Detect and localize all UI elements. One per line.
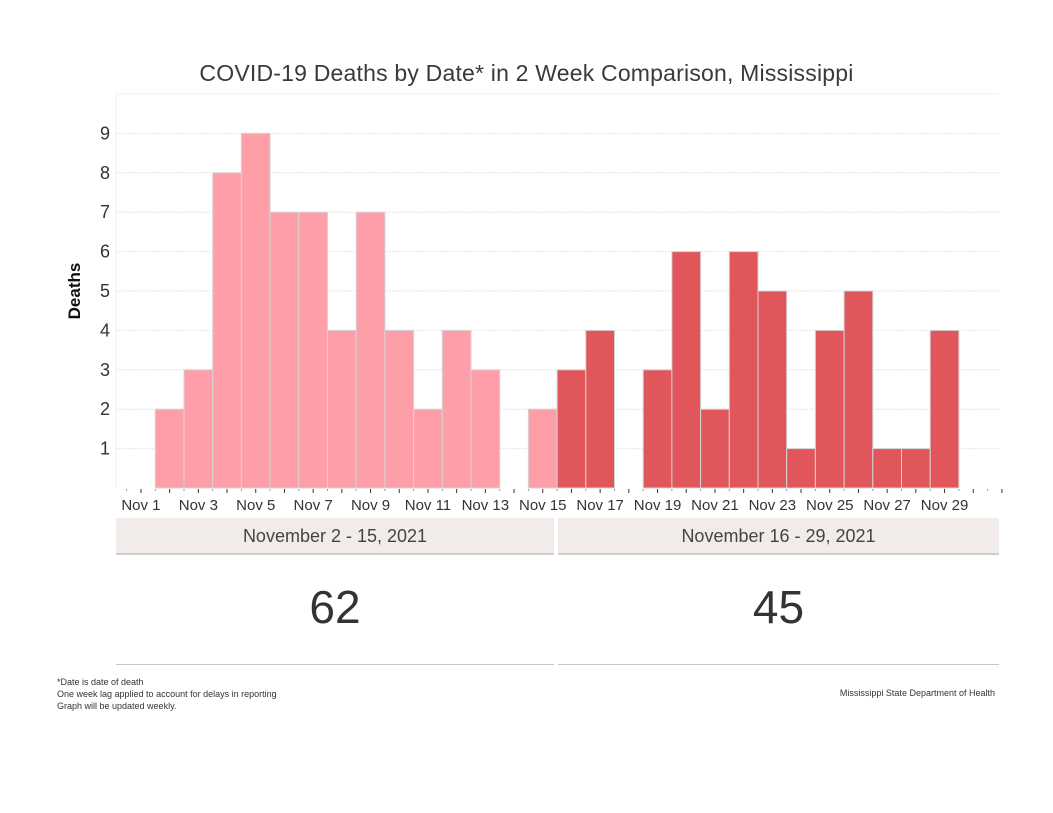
chart-title-text: COVID-19 Deaths by Date* in 2 Week Compa… <box>199 60 854 86</box>
y-tick-label: 8 <box>100 163 110 183</box>
bar-series-1 <box>240 132 271 489</box>
y-tick-label: 7 <box>100 202 110 222</box>
period-header-2: November 16 - 29, 2021 <box>558 518 999 555</box>
bar-series-1 <box>269 211 300 489</box>
bar-series-2 <box>671 251 702 489</box>
bar-series-2 <box>728 251 759 489</box>
source-credit: Mississippi State Department of Health <box>839 688 995 698</box>
bar-series-2 <box>872 448 902 489</box>
bar-series-1 <box>298 211 328 489</box>
x-tick-label: Nov 11 <box>405 497 451 514</box>
bar-series-1 <box>470 369 501 489</box>
divider-2 <box>558 664 999 665</box>
x-tick-label: Nov 27 <box>863 497 911 514</box>
x-tick-label: Nov 29 <box>921 497 969 514</box>
x-tick-label: Nov 23 <box>749 497 797 514</box>
bar-series-1 <box>384 329 415 489</box>
period-header-1: November 2 - 15, 2021 <box>116 518 554 555</box>
y-tick-label: 5 <box>100 281 110 301</box>
bar-series-1 <box>212 172 242 489</box>
y-tick-label: 6 <box>100 242 110 262</box>
bar-series-2 <box>814 329 845 489</box>
x-tick-label: Nov 1 <box>121 497 160 514</box>
footnote-line: *Date is date of death <box>57 677 144 687</box>
y-axis-ticks: 1 2 3 4 5 6 7 8 9 <box>100 123 110 458</box>
x-tick-label: Nov 7 <box>294 497 333 514</box>
bar-series-2 <box>700 408 730 489</box>
x-tick-label: Nov 21 <box>691 497 739 514</box>
x-axis-ticks: Nov 1 Nov 3 Nov 5 Nov 7 Nov 9 Nov 11 Nov 13 Nov… <box>121 489 1003 514</box>
bar-series-2 <box>786 448 816 489</box>
x-tick-label: Nov 9 <box>351 497 390 514</box>
divider-1 <box>116 664 554 665</box>
y-tick-label: 2 <box>100 399 110 419</box>
bar-series-1 <box>327 329 357 489</box>
y-axis-label: Deaths <box>65 263 84 320</box>
bar-series-1 <box>441 329 472 489</box>
x-tick-label: Nov 15 <box>519 497 567 514</box>
bar-series-1 <box>527 408 558 489</box>
bar-series-2 <box>585 329 615 489</box>
x-tick-label: Nov 3 <box>179 497 218 514</box>
period-total-1: 62 <box>309 581 361 633</box>
x-tick-label: Nov 17 <box>576 497 624 514</box>
bar-series-2 <box>556 369 587 489</box>
bar-series-2 <box>901 448 931 489</box>
footnote-line: Graph will be updated weekly. <box>57 701 177 711</box>
footnotes: *Date is date of death One week lag appl… <box>57 676 277 712</box>
x-tick-label: Nov 13 <box>462 497 510 514</box>
bar-series-2 <box>757 290 788 489</box>
bar-series-2 <box>843 290 874 489</box>
x-tick-label: Nov 5 <box>236 497 275 514</box>
bar-series-2 <box>642 369 673 489</box>
y-tick-label: 1 <box>100 439 110 459</box>
period-total-2: 45 <box>752 581 805 633</box>
y-tick-label: 3 <box>100 360 110 380</box>
x-tick-label: Nov 25 <box>806 497 854 514</box>
y-tick-label: 9 <box>100 123 110 143</box>
bar-series-2 <box>929 329 960 489</box>
y-tick-label: 4 <box>100 320 110 340</box>
bar-series-1 <box>154 408 185 489</box>
chart-title: COVID-19 Deaths by Date* in 2 Week Compa… <box>0 60 1053 87</box>
bar-series-1 <box>413 408 443 489</box>
x-tick-label: Nov 19 <box>634 497 682 514</box>
bar-series-1 <box>183 369 214 489</box>
footnote-line: One week lag applied to account for dela… <box>57 689 277 699</box>
bar-series-1 <box>355 211 386 489</box>
bars <box>154 132 960 489</box>
